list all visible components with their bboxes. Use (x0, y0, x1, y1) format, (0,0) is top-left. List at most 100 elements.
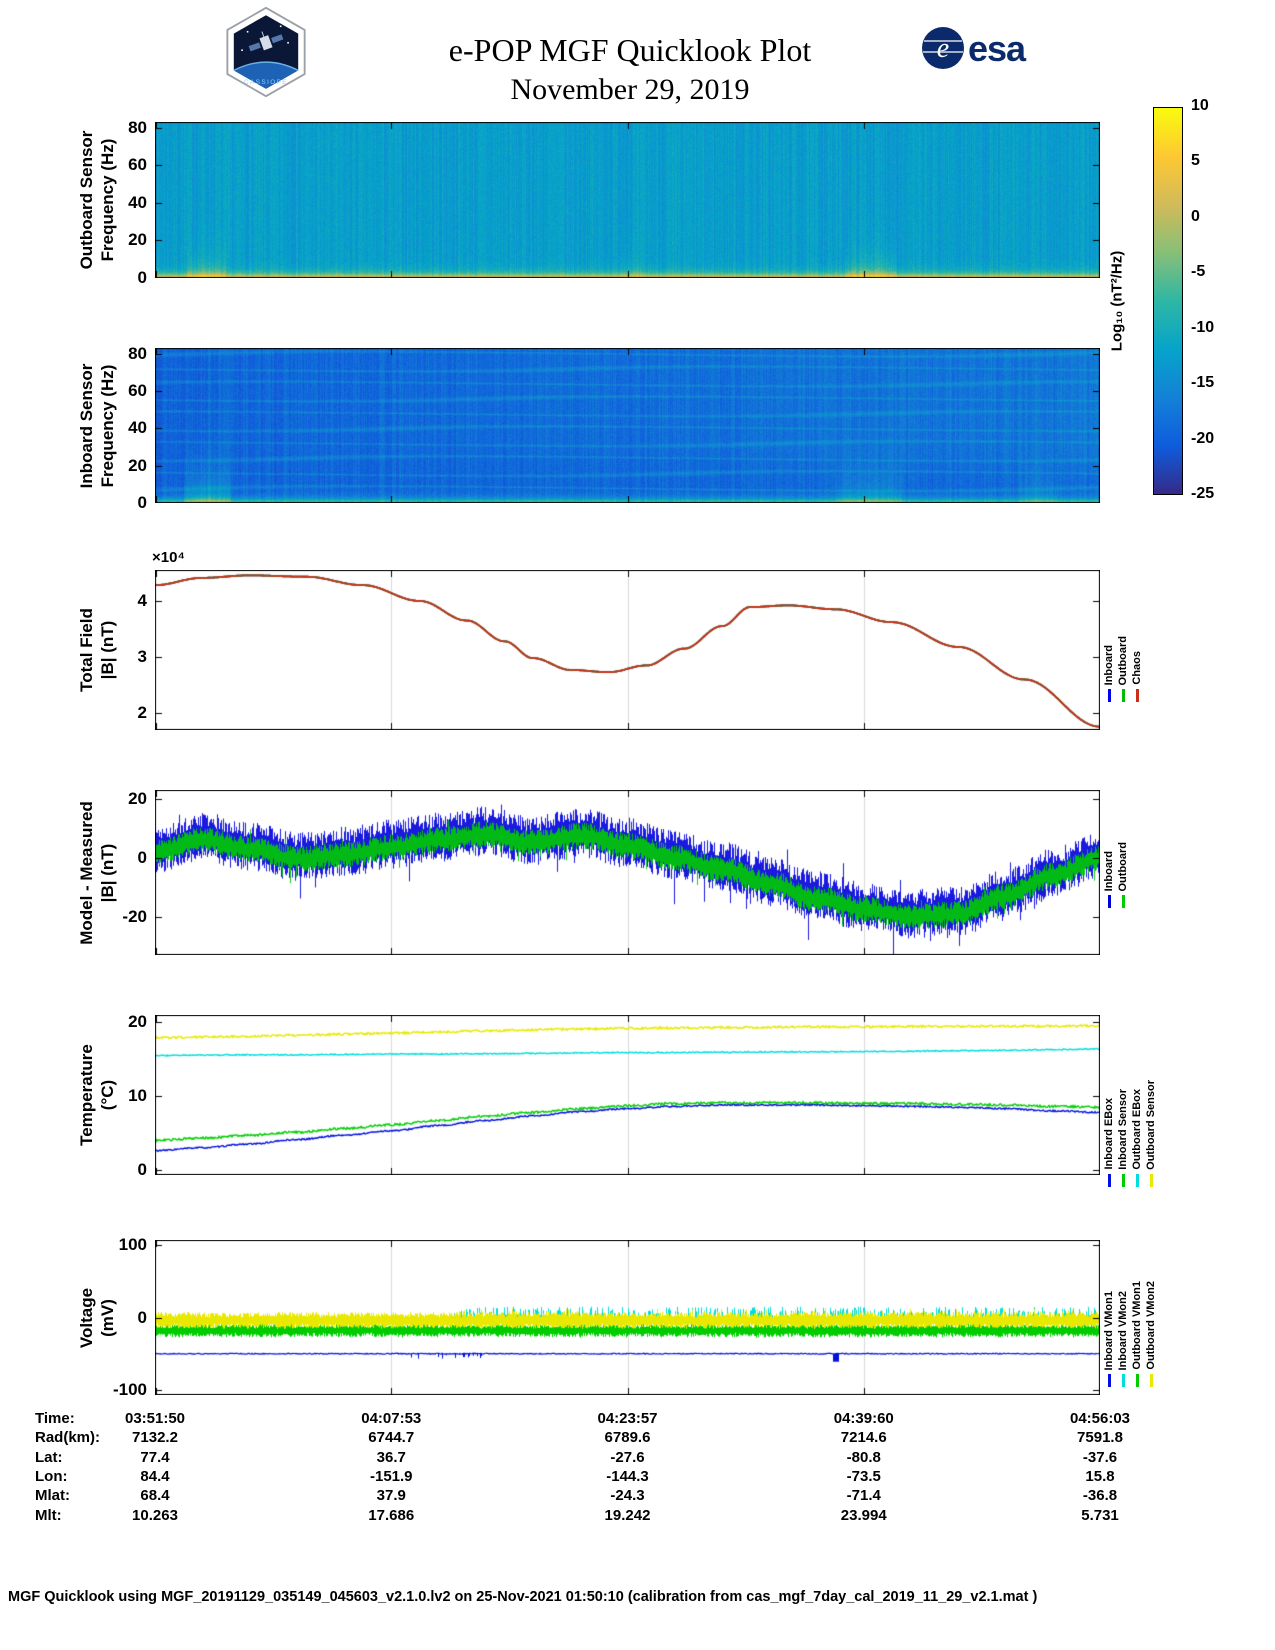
model-minus-measured-canvas (155, 790, 1100, 955)
badge-satellite-icon (248, 31, 284, 52)
plot-title: e-POP MGF Quicklook Plot (448, 32, 812, 68)
colorbar-tick-label: -20 (1191, 429, 1215, 447)
badge-earth-limb (233, 61, 299, 72)
table-cell: 68.4 (140, 1487, 170, 1505)
total-field-legend: Inboard Outboard Chaos (1102, 570, 1144, 702)
model-minus-measured-legend: Inboard Outboard (1102, 790, 1130, 908)
y-tick-label: 40 (128, 418, 147, 438)
table-cell: -36.8 (1082, 1487, 1118, 1505)
panel-inboard-spectrogram: Inboard Sensor Frequency (Hz) 0 20 40 60 80 (0, 344, 1275, 512)
legend-marker (1121, 1174, 1125, 1187)
legend-marker (1121, 689, 1125, 702)
table-cell: 77.4 (140, 1448, 170, 1466)
temperature-canvas (155, 1015, 1100, 1175)
temperature-legend: Inboard EBox Inboard Sensor Outboard EBox O… (1102, 1015, 1158, 1187)
colorbar (1153, 107, 1183, 495)
table-cell: 7214.6 (840, 1429, 887, 1447)
y-tick-label: 100 (118, 1235, 147, 1255)
panel-voltage: Voltage (mV) Inboard VMon1 Inboard VMon2 O… (0, 1235, 1275, 1399)
legend-label: Chaos (1131, 651, 1143, 685)
legend-label: Outboard (1117, 635, 1129, 686)
outboard-spectrogram-canvas (155, 122, 1100, 278)
table-cell: 03:51:50 (124, 1410, 186, 1427)
y-tick-label: 40 (128, 192, 147, 212)
y-tick-label: 0 (137, 268, 147, 287)
esa-wordmark: esa (968, 28, 1027, 69)
legend-marker (1149, 1374, 1153, 1387)
legend-label: Inboard VMon1 (1103, 1290, 1115, 1370)
colorbar-label: Log₁₀ (nT²/Hz) (1108, 250, 1126, 352)
badge-star (279, 25, 282, 28)
table-cell: 5.731 (1081, 1506, 1119, 1524)
plot-date: November 29, 2019 (510, 73, 750, 106)
y-axis-scale-label: ×10⁴ (152, 549, 185, 566)
legend-marker (1135, 689, 1139, 702)
table-cell: -73.5 (846, 1467, 881, 1485)
y-tick-label: 80 (128, 117, 147, 137)
legend-marker (1135, 1174, 1139, 1187)
panel-temperature: Temperature (°C) Inboard EBox Inboard Sen… (0, 1012, 1275, 1187)
table-cell: 23.994 (840, 1506, 887, 1524)
y-tick-label: -100 (112, 1379, 147, 1399)
badge-star (241, 49, 243, 52)
badge-earth (233, 62, 299, 89)
y-tick-label: 20 (128, 788, 147, 808)
table-cell: -80.8 (846, 1448, 881, 1466)
table-cell: 36.7 (376, 1448, 406, 1466)
legend-label: Inboard VMon2 (1117, 1290, 1129, 1370)
legend-marker (1107, 895, 1111, 908)
table-row-label: Lat: (35, 1448, 63, 1466)
badge-star (287, 41, 289, 44)
total-field-canvas (155, 570, 1100, 730)
table-cell: 6744.7 (368, 1429, 415, 1447)
y-tick-label: 2 (137, 703, 147, 723)
table-row-label: Time: (35, 1410, 75, 1427)
colorbar-tick-label: -15 (1191, 374, 1215, 392)
y-tick-label: 60 (128, 380, 147, 400)
page-title: e-POP MGF Quicklook Plot November 29, 20… (300, 30, 960, 110)
panel-total-field: ×10⁴ Total Field |B| (nT) Inboard Outboar… (0, 549, 1275, 730)
table-cell: 04:56:03 (1069, 1410, 1131, 1427)
table-cell: 15.8 (1085, 1467, 1115, 1485)
y-tick-label: 60 (128, 155, 147, 175)
legend-label: Inboard Sensor (1117, 1089, 1129, 1170)
colorbar-tick-label: -10 (1191, 318, 1215, 336)
panel-model-minus-measured: Model - Measured |B| (nT) Inboard Outboar… (0, 788, 1275, 955)
colorbar-tick-label: -5 (1191, 263, 1206, 281)
table-cell: -37.6 (1082, 1448, 1118, 1466)
table-cell: 7591.8 (1077, 1429, 1123, 1447)
inboard-spectrogram-canvas (155, 348, 1100, 503)
table-cell: 17.686 (368, 1506, 415, 1524)
table-cell: 04:39:60 (833, 1410, 894, 1427)
legend-marker (1121, 1374, 1125, 1387)
table-row-label: Mlt: (35, 1506, 62, 1524)
legend-marker (1121, 895, 1125, 908)
table-row-label: Rad(km): (35, 1429, 101, 1447)
legend-marker (1107, 689, 1111, 702)
table-cell: 84.4 (140, 1467, 170, 1485)
esa-globe-letter: e (937, 33, 949, 64)
colorbar-tick-label: 10 (1191, 97, 1209, 114)
legend-label: Outboard VMon2 (1145, 1281, 1157, 1370)
legend-marker (1135, 1374, 1139, 1387)
table-cell: -71.4 (846, 1487, 881, 1505)
y-tick-label: 20 (128, 1012, 147, 1032)
table-row-label: Mlat: (35, 1487, 70, 1505)
table-cell: 04:23:57 (597, 1410, 658, 1427)
table-cell: 7132.2 (132, 1429, 178, 1447)
table-cell: 6789.6 (604, 1429, 651, 1447)
legend-label: Outboard Sensor (1145, 1080, 1157, 1170)
y-tick-label: 0 (137, 493, 147, 512)
colorbar-tick-label: 0 (1191, 207, 1200, 225)
legend-label: Outboard EBox (1131, 1089, 1143, 1170)
table-cell: 19.242 (604, 1506, 651, 1524)
legend-marker (1107, 1374, 1111, 1387)
y-tick-label: 80 (128, 343, 147, 363)
table-cell: 10.263 (132, 1506, 178, 1524)
footer-provenance-text: MGF Quicklook using MGF_20191129_035149_… (8, 1589, 1038, 1605)
esa-globe-icon (922, 27, 964, 69)
legend-marker (1149, 1174, 1153, 1187)
table-cell: 37.9 (376, 1487, 406, 1505)
y-tick-label: 0 (137, 847, 147, 867)
